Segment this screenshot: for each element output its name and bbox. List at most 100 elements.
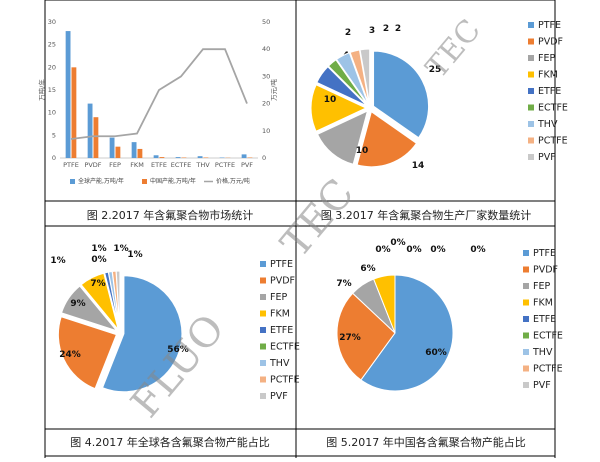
legend-label-PCTFE: PCTFE <box>533 364 563 375</box>
data-label-PVF: 2 <box>395 24 401 34</box>
legend-swatch-FKM <box>260 311 266 317</box>
data-label-THV: 3 <box>369 26 375 36</box>
legend-label-THV: THV <box>269 358 290 369</box>
x-tick-label: THV <box>195 161 210 169</box>
legend-label-PCTFE: PCTFE <box>270 375 300 386</box>
legend-label-FKM: FKM <box>538 70 558 81</box>
legend-label-PCTFE: PCTFE <box>538 136 568 147</box>
bar-china-PVDF <box>94 117 99 158</box>
y-tick-label: 15 <box>48 86 56 94</box>
bar-global-FEP <box>110 138 115 158</box>
data-label-PVF: 0% <box>470 245 485 255</box>
data-label-FKM: 7% <box>90 279 105 289</box>
legend-label-PVDF: PVDF <box>533 265 558 276</box>
data-label-FKM: 6% <box>360 264 375 274</box>
legend-swatch-FEP <box>260 294 266 300</box>
data-label-PVDF: 27% <box>339 333 361 343</box>
legend-label-FKM: FKM <box>270 309 290 320</box>
data-label-PVF: 1% <box>127 250 142 260</box>
data-label-FEP: 7% <box>336 279 351 289</box>
legend-label-ETFE: ETFE <box>538 86 561 97</box>
legend-swatch-PTFE <box>260 261 266 267</box>
legend-swatch-THV <box>523 349 529 355</box>
data-label-PCTFE: 2 <box>383 24 389 34</box>
bar-china-FEP <box>116 147 121 158</box>
legend-label-THV: THV <box>537 119 558 130</box>
legend-swatch-ECTFE <box>523 333 529 339</box>
legend-label-PVDF: PVDF <box>538 37 563 48</box>
legend-swatch-THV <box>528 121 534 127</box>
legend-label-PTFE: PTFE <box>538 20 561 31</box>
legend-swatch-PTFE <box>523 250 529 256</box>
legend-label-ETFE: ETFE <box>533 314 556 325</box>
y-tick-label: 5 <box>52 131 56 139</box>
legend-label-THV: THV <box>532 347 553 358</box>
bar-global-FKM <box>132 142 137 158</box>
legend-swatch-ETFE <box>523 316 529 322</box>
legend-swatch-THV <box>260 360 266 366</box>
x-tick-label: PCTFE <box>215 161 235 169</box>
bar-global-THV <box>198 156 203 158</box>
legend-label: 全球产能,万吨/年 <box>78 177 124 185</box>
legend-swatch-FKM <box>523 300 529 306</box>
legend-label-ECTFE: ECTFE <box>538 103 568 114</box>
data-label-ETFE: 0% <box>375 245 390 255</box>
legend-swatch-FKM <box>528 72 534 78</box>
legend-swatch-ETFE <box>528 88 534 94</box>
y-tick-label: 25 <box>48 41 56 49</box>
data-label-FKM: 10 <box>324 95 337 105</box>
data-label-ECTFE: 0% <box>390 238 405 248</box>
data-label-PVDF: 24% <box>59 350 81 360</box>
data-label-THV: 0% <box>406 245 421 255</box>
legend-swatch-ETFE <box>260 327 266 333</box>
legend-label-FKM: FKM <box>533 298 553 309</box>
y2-tick-label: 50 <box>262 18 270 26</box>
legend-label-PVF: PVF <box>538 152 556 163</box>
data-label-PVDF: 14 <box>412 161 425 171</box>
data-label-ECTFE: 0% <box>91 255 106 265</box>
legend-swatch-PVF <box>523 382 529 388</box>
y2-tick-label: 10 <box>262 127 270 135</box>
legend-swatch-PCTFE <box>260 377 266 383</box>
caption-fig4: 图 4.2017 年全球各含氟聚合物产能占比 <box>70 435 269 449</box>
y-tick-label: 10 <box>48 109 56 117</box>
legend-label: 中国产能,万吨/年 <box>150 177 196 185</box>
y-axis-label: 万吨/年 <box>37 79 46 101</box>
x-tick-label: PVF <box>241 161 253 169</box>
x-tick-label: FKM <box>130 161 144 169</box>
data-label-THV: 1% <box>91 244 106 254</box>
legend-swatch-FEP <box>528 55 534 61</box>
data-label-PTFE: 60% <box>425 348 447 358</box>
legend-label-FEP: FEP <box>538 53 555 64</box>
y2-axis-label: 万元/吨 <box>269 79 278 101</box>
y-tick-label: 30 <box>48 18 56 26</box>
legend-swatch-ECTFE <box>260 344 266 350</box>
x-tick-label: PVDF <box>84 161 101 169</box>
y2-tick-label: 0 <box>262 154 266 162</box>
legend-label-PTFE: PTFE <box>533 248 556 259</box>
legend-swatch <box>70 179 75 184</box>
legend-swatch-FEP <box>523 283 529 289</box>
legend-swatch-PVDF <box>523 267 529 273</box>
legend-label-ECTFE: ECTFE <box>270 342 300 353</box>
legend-label-PVF: PVF <box>270 391 288 402</box>
china-capacity-pie: 60%27%7%6%0%0%0%0%0%PTFEPVDFFEPFKMETFEEC… <box>336 238 563 391</box>
legend-swatch-PVDF <box>260 278 266 284</box>
x-tick-label: ECTFE <box>171 161 191 169</box>
x-tick-label: ETFE <box>151 161 167 169</box>
bar-global-PVDF <box>88 104 93 158</box>
x-tick-label: PTFE <box>63 161 79 169</box>
data-label-PCTFE: 1% <box>113 244 128 254</box>
bar-china-ETFE <box>160 157 165 158</box>
data-label-FEP: 10 <box>356 146 369 156</box>
legend-label-PVF: PVF <box>533 380 551 391</box>
bar-china-FKM <box>138 149 143 158</box>
bar-china-PTFE <box>72 67 77 158</box>
legend-swatch-PVF <box>528 154 534 160</box>
bar-global-PTFE <box>66 31 71 158</box>
caption-fig2: 图 2.2017 年含氟聚合物市场统计 <box>87 208 253 222</box>
data-label-ECTFE: 2 <box>345 28 351 38</box>
legend-label-PTFE: PTFE <box>270 259 293 270</box>
